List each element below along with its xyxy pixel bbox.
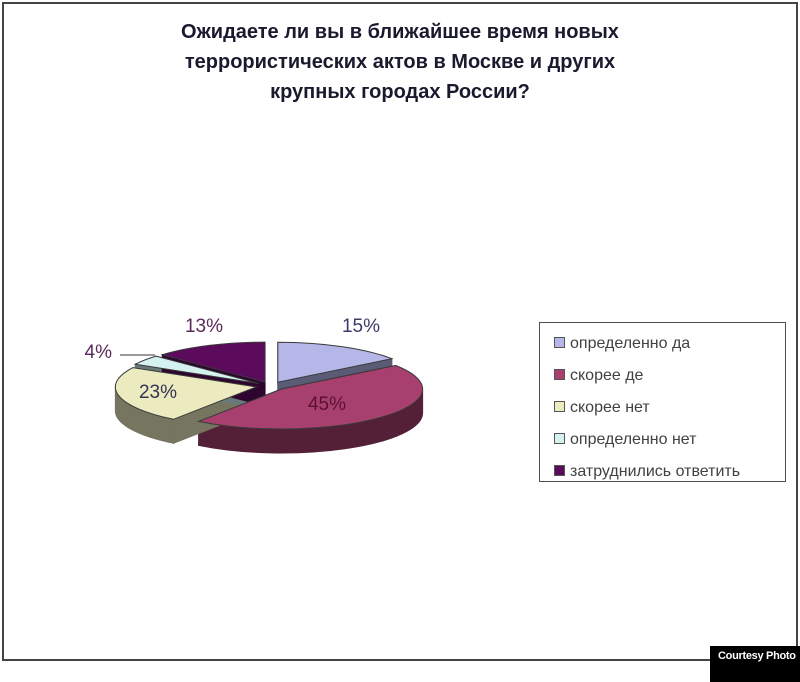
svg-text:4%: 4% (85, 342, 113, 363)
svg-text:15%: 15% (342, 316, 380, 337)
svg-text:13%: 13% (185, 316, 223, 337)
svg-text:45%: 45% (308, 394, 346, 415)
svg-text:23%: 23% (139, 382, 177, 403)
